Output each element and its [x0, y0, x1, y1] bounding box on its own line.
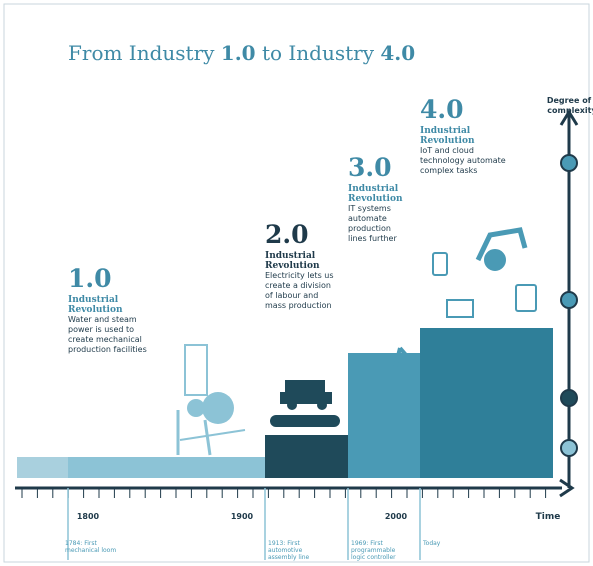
stage-description: automate	[348, 214, 387, 223]
stage-note: assembly line	[268, 554, 310, 561]
stage-note: 1784: First	[65, 540, 97, 547]
stage-description: Electricity lets us	[265, 271, 334, 280]
stage-note: 1913: First	[268, 540, 300, 547]
loom-icon	[178, 345, 245, 455]
stage-heading: Industrial	[420, 126, 471, 136]
stage-description: create mechanical	[68, 335, 142, 344]
title-part: to Industry	[256, 41, 381, 65]
page: From Industry 1.0 to Industry 4.0 De	[0, 0, 593, 566]
title: From Industry 1.0 to Industry 4.0	[68, 41, 415, 65]
level-dot	[561, 440, 577, 456]
stage-heading: Industrial	[68, 295, 119, 305]
x-axis-label: Time	[536, 512, 561, 522]
level-dot	[561, 155, 577, 171]
stage-description: production	[348, 224, 391, 233]
step	[68, 457, 265, 478]
stage-note: programmable	[351, 547, 396, 554]
stage-note: 1969: First	[351, 540, 383, 547]
step	[265, 435, 348, 478]
stage-heading: Revolution	[265, 261, 320, 271]
car-icon	[270, 380, 340, 427]
stage-number: 1.0	[68, 264, 112, 293]
stage-description: complex tasks	[420, 166, 477, 175]
stage-description: Water and steam	[68, 315, 137, 324]
title-part: 4.0	[380, 41, 415, 65]
step	[17, 457, 68, 478]
devices-icon	[433, 230, 536, 317]
stage-description: production facilities	[68, 345, 147, 354]
level-dot	[561, 390, 577, 406]
level-dot	[561, 292, 577, 308]
stage-heading: Revolution	[348, 194, 403, 204]
stage-description: IoT and cloud	[420, 146, 474, 155]
stage-description: create a division	[265, 281, 331, 290]
stage-note: automotive	[268, 547, 303, 554]
title-part: 1.0	[221, 41, 256, 65]
stage-description: lines further	[348, 234, 397, 243]
stage-note: mechanical loom	[65, 547, 116, 554]
label-line: Degree of	[547, 96, 592, 105]
stage-description: power is used to	[68, 325, 134, 334]
year-label: 1800	[77, 512, 100, 521]
stage-number: 3.0	[348, 153, 392, 182]
stage-description: IT systems	[348, 204, 391, 213]
stage-description: technology automate	[420, 156, 506, 165]
stage-description: of labour and	[265, 291, 318, 300]
stage-heading: Industrial	[265, 251, 316, 261]
label-line: complexity	[547, 106, 593, 115]
stage-number: 4.0	[420, 95, 464, 124]
stage-heading: Revolution	[68, 305, 123, 315]
year-label: 2000	[385, 512, 408, 521]
step	[420, 328, 553, 478]
stage-heading: Revolution	[420, 136, 475, 146]
infographic: From Industry 1.0 to Industry 4.0 De	[0, 0, 593, 566]
year-label: 1900	[231, 512, 254, 521]
stage-description: mass production	[265, 301, 332, 310]
stage-note: logic controller	[351, 554, 396, 561]
title-part: From Industry	[68, 41, 221, 65]
stage-number: 2.0	[265, 220, 309, 249]
stage-note: Today	[422, 540, 441, 547]
stage-heading: Industrial	[348, 184, 399, 194]
